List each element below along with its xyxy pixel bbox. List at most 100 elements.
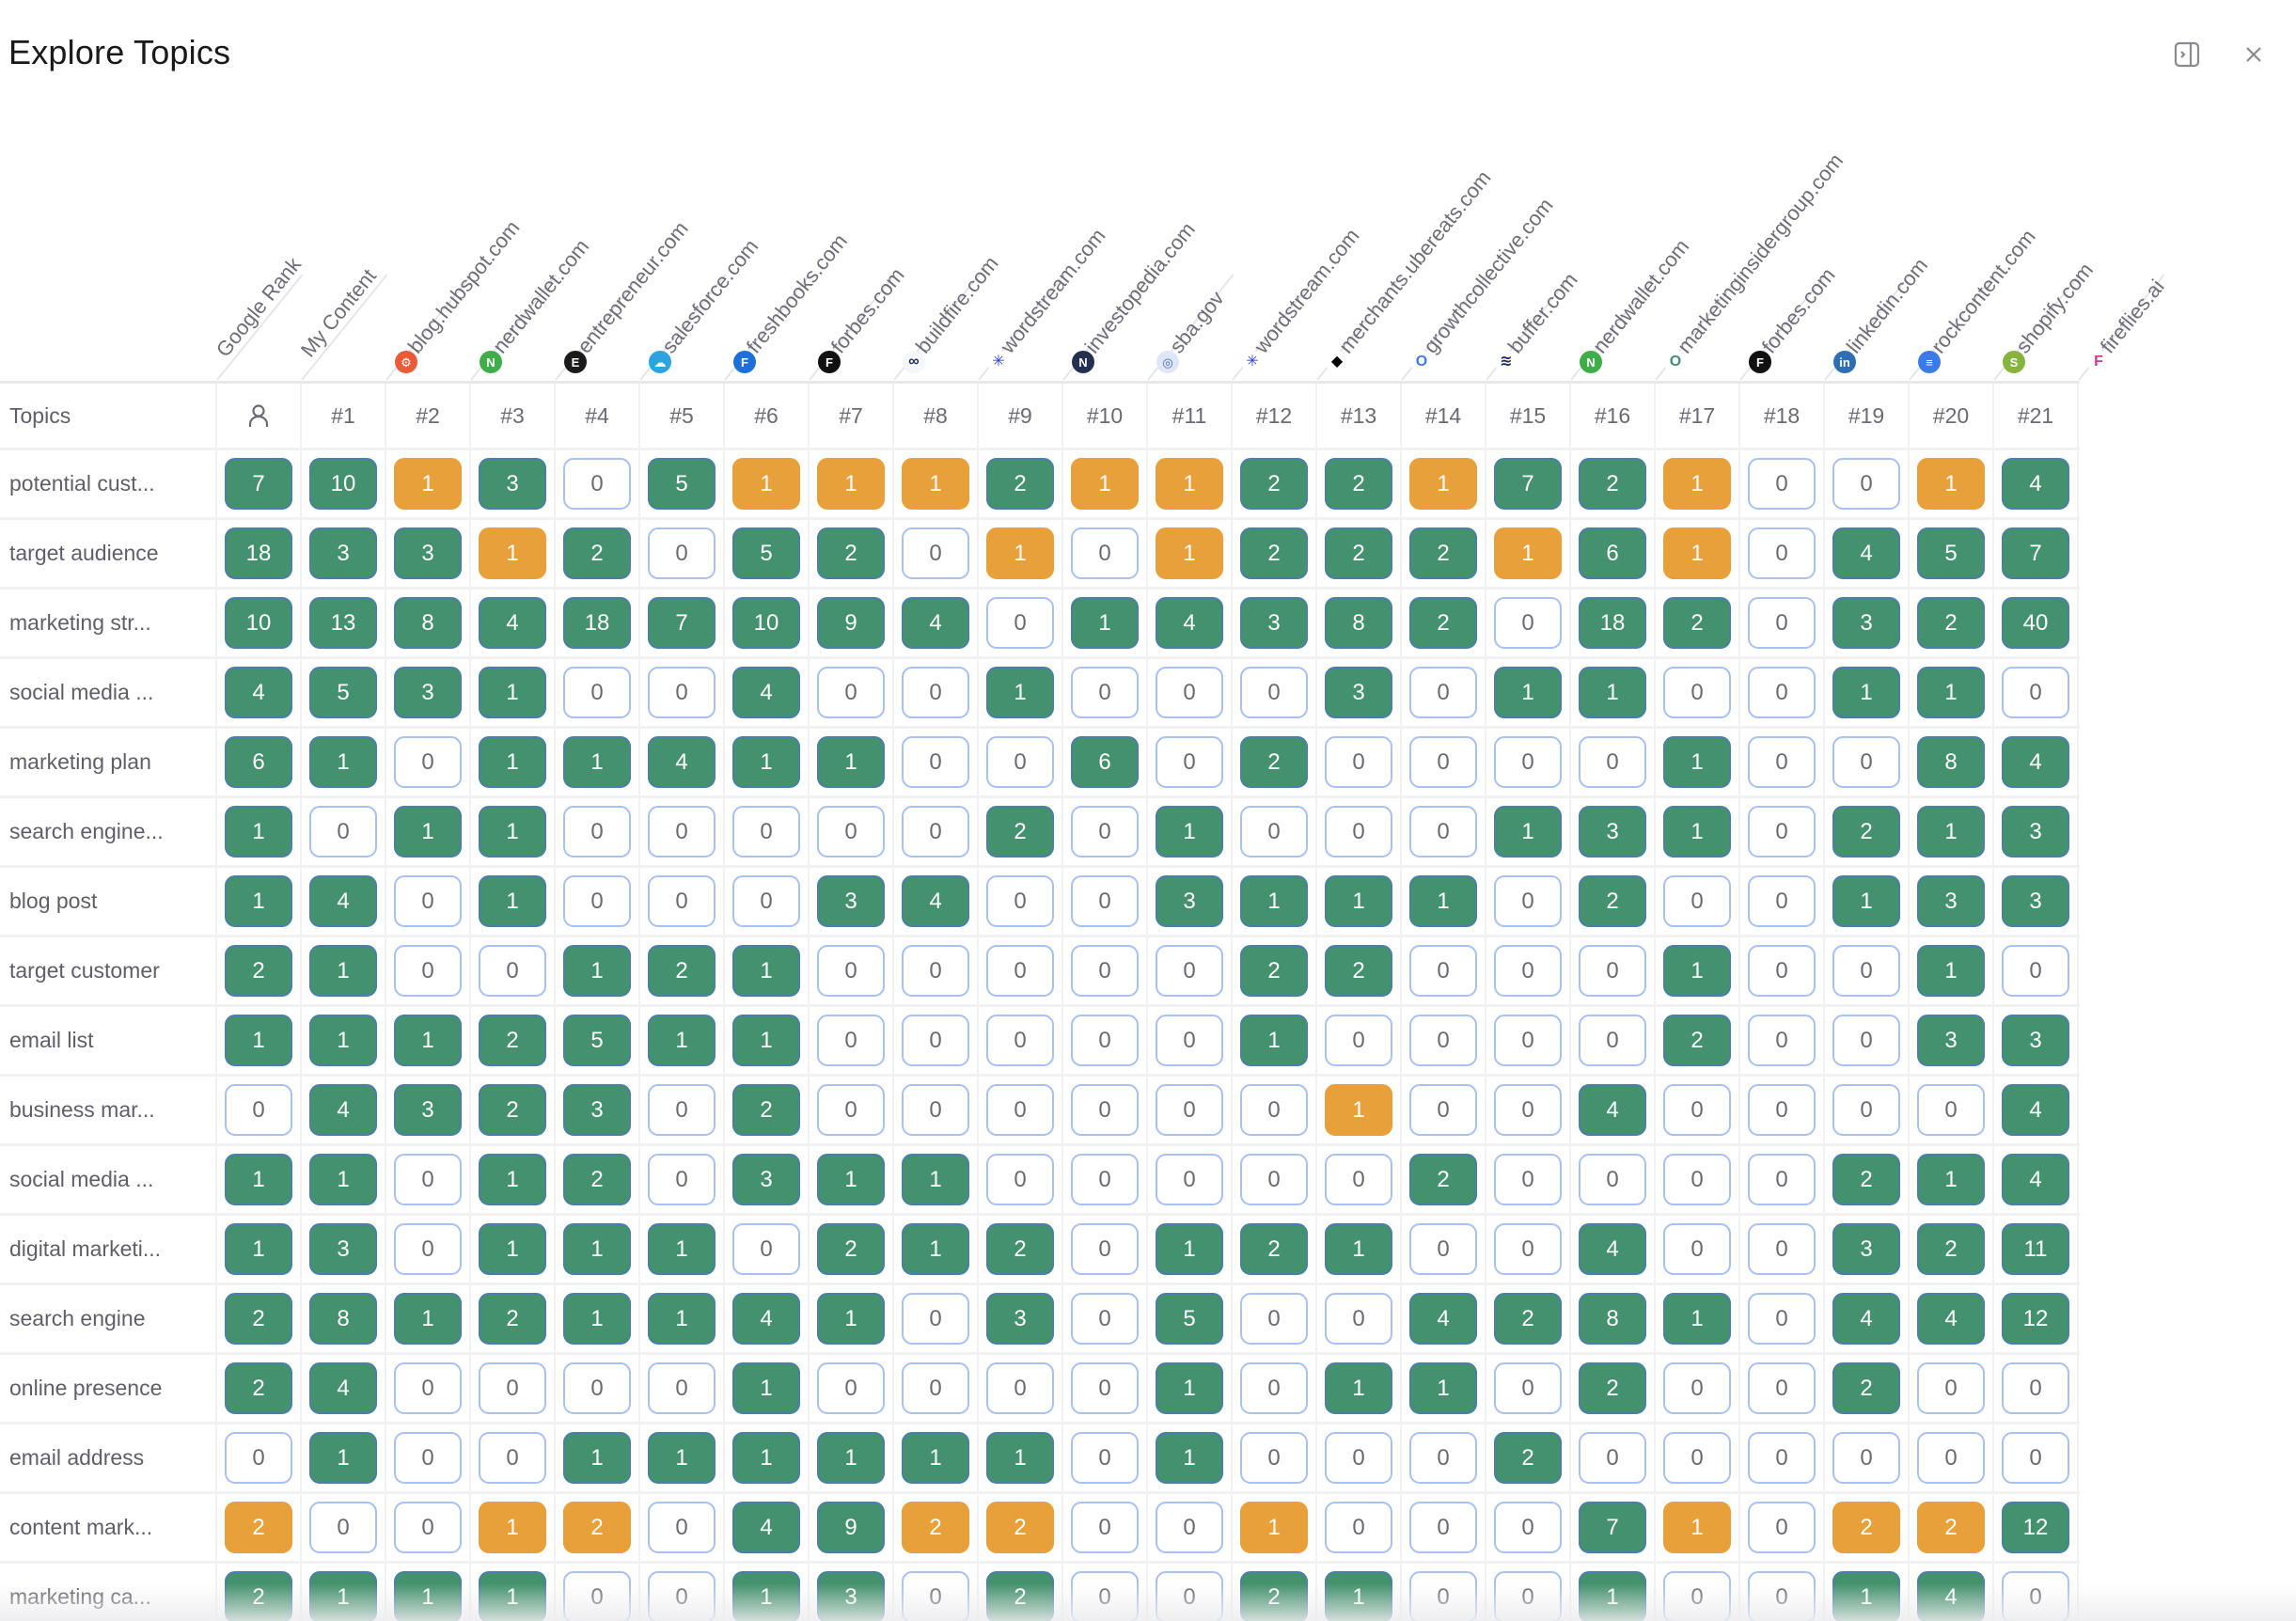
count-badge[interactable]: 5: [309, 667, 377, 718]
count-badge[interactable]: 1: [1325, 1571, 1392, 1621]
count-badge[interactable]: 0: [1071, 667, 1139, 718]
count-badge[interactable]: 0: [1579, 1015, 1646, 1066]
count-badge[interactable]: 0: [394, 945, 462, 997]
count-badge[interactable]: 0: [1071, 1015, 1139, 1066]
count-badge[interactable]: 1: [1156, 1362, 1223, 1414]
count-badge[interactable]: 0: [817, 1015, 885, 1066]
count-badge[interactable]: 10: [309, 458, 377, 510]
count-badge[interactable]: 0: [1156, 667, 1223, 718]
count-badge[interactable]: 1: [309, 1154, 377, 1205]
count-badge[interactable]: 1: [1917, 945, 1985, 997]
topic-label[interactable]: marketing plan: [0, 729, 217, 795]
count-badge[interactable]: 1: [732, 945, 800, 997]
count-badge[interactable]: 0: [986, 597, 1054, 649]
count-badge[interactable]: 0: [479, 945, 546, 997]
count-badge[interactable]: 1: [309, 1432, 377, 1484]
count-badge[interactable]: 0: [902, 1015, 969, 1066]
count-badge[interactable]: 1: [732, 1362, 800, 1414]
count-badge[interactable]: 1: [1494, 806, 1562, 858]
count-badge[interactable]: 0: [394, 1154, 462, 1205]
count-badge[interactable]: 1: [1156, 806, 1223, 858]
count-badge[interactable]: 2: [817, 1223, 885, 1275]
count-badge[interactable]: 4: [2002, 458, 2069, 510]
count-badge[interactable]: 0: [1240, 1432, 1308, 1484]
count-badge[interactable]: 2: [1832, 1362, 1900, 1414]
count-badge[interactable]: 2: [563, 527, 631, 579]
topic-label[interactable]: target audience: [0, 520, 217, 587]
count-badge[interactable]: 8: [309, 1293, 377, 1345]
count-badge[interactable]: 0: [394, 1502, 462, 1553]
count-badge[interactable]: 7: [1494, 458, 1562, 510]
count-badge[interactable]: 1: [479, 1223, 546, 1275]
count-badge[interactable]: 1: [1071, 458, 1139, 510]
count-badge[interactable]: 0: [1748, 806, 1816, 858]
count-badge[interactable]: 0: [1071, 1571, 1139, 1621]
count-badge[interactable]: 1: [1240, 1015, 1308, 1066]
count-badge[interactable]: 1: [1917, 667, 1985, 718]
count-badge[interactable]: 2: [1494, 1293, 1562, 1345]
count-badge[interactable]: 2: [1663, 1015, 1731, 1066]
count-badge[interactable]: 4: [309, 1084, 377, 1136]
count-badge[interactable]: 0: [1494, 1223, 1562, 1275]
count-badge[interactable]: 0: [1494, 1362, 1562, 1414]
count-badge[interactable]: 4: [225, 667, 292, 718]
count-badge[interactable]: 0: [1240, 1293, 1308, 1345]
count-badge[interactable]: 8: [1917, 736, 1985, 788]
count-badge[interactable]: 4: [2002, 736, 2069, 788]
count-badge[interactable]: 0: [732, 806, 800, 858]
count-badge[interactable]: 0: [986, 1154, 1054, 1205]
count-badge[interactable]: 0: [1240, 667, 1308, 718]
count-badge[interactable]: 2: [986, 1502, 1054, 1553]
count-badge[interactable]: 3: [2002, 806, 2069, 858]
count-badge[interactable]: 1: [394, 1571, 462, 1621]
count-badge[interactable]: 0: [902, 736, 969, 788]
count-badge[interactable]: 1: [817, 1154, 885, 1205]
count-badge[interactable]: 1: [1156, 1432, 1223, 1484]
count-badge[interactable]: 1: [817, 736, 885, 788]
count-badge[interactable]: 1: [1240, 1502, 1308, 1553]
count-badge[interactable]: 1: [309, 736, 377, 788]
count-badge[interactable]: 0: [1409, 736, 1477, 788]
count-badge[interactable]: 0: [902, 1293, 969, 1345]
count-badge[interactable]: 1: [1917, 806, 1985, 858]
count-badge[interactable]: 0: [1494, 1015, 1562, 1066]
count-badge[interactable]: 0: [1748, 1571, 1816, 1621]
count-badge[interactable]: 2: [1325, 527, 1392, 579]
count-badge[interactable]: 0: [1832, 1432, 1900, 1484]
count-badge[interactable]: 0: [1071, 945, 1139, 997]
count-badge[interactable]: 1: [225, 1015, 292, 1066]
count-badge[interactable]: 1: [1409, 875, 1477, 927]
count-badge[interactable]: 0: [394, 1362, 462, 1414]
count-badge[interactable]: 2: [1917, 1502, 1985, 1553]
count-badge[interactable]: 4: [2002, 1084, 2069, 1136]
count-badge[interactable]: 2: [1325, 458, 1392, 510]
count-badge[interactable]: 1: [563, 945, 631, 997]
count-badge[interactable]: 2: [1917, 597, 1985, 649]
count-badge[interactable]: 2: [225, 1362, 292, 1414]
count-badge[interactable]: 8: [1579, 1293, 1646, 1345]
count-badge[interactable]: 2: [1917, 1223, 1985, 1275]
count-badge[interactable]: 0: [1917, 1084, 1985, 1136]
count-badge[interactable]: 0: [1071, 875, 1139, 927]
count-badge[interactable]: 1: [648, 1432, 716, 1484]
count-badge[interactable]: 0: [1409, 1223, 1477, 1275]
count-badge[interactable]: 5: [1917, 527, 1985, 579]
topic-label[interactable]: online presence: [0, 1355, 217, 1422]
topic-label[interactable]: social media ...: [0, 1146, 217, 1213]
count-badge[interactable]: 0: [1409, 1015, 1477, 1066]
count-badge[interactable]: 0: [1409, 667, 1477, 718]
count-badge[interactable]: 3: [479, 458, 546, 510]
count-badge[interactable]: 1: [1494, 667, 1562, 718]
count-badge[interactable]: 18: [563, 597, 631, 649]
count-badge[interactable]: 0: [394, 875, 462, 927]
count-badge[interactable]: 0: [1832, 736, 1900, 788]
count-badge[interactable]: 2: [732, 1084, 800, 1136]
count-badge[interactable]: 2: [1579, 458, 1646, 510]
count-badge[interactable]: 2: [225, 945, 292, 997]
count-badge[interactable]: 2: [1832, 1154, 1900, 1205]
count-badge[interactable]: 1: [902, 1432, 969, 1484]
count-badge[interactable]: 1: [563, 1432, 631, 1484]
count-badge[interactable]: 1: [479, 527, 546, 579]
count-badge[interactable]: 0: [1748, 1362, 1816, 1414]
count-badge[interactable]: 8: [394, 597, 462, 649]
